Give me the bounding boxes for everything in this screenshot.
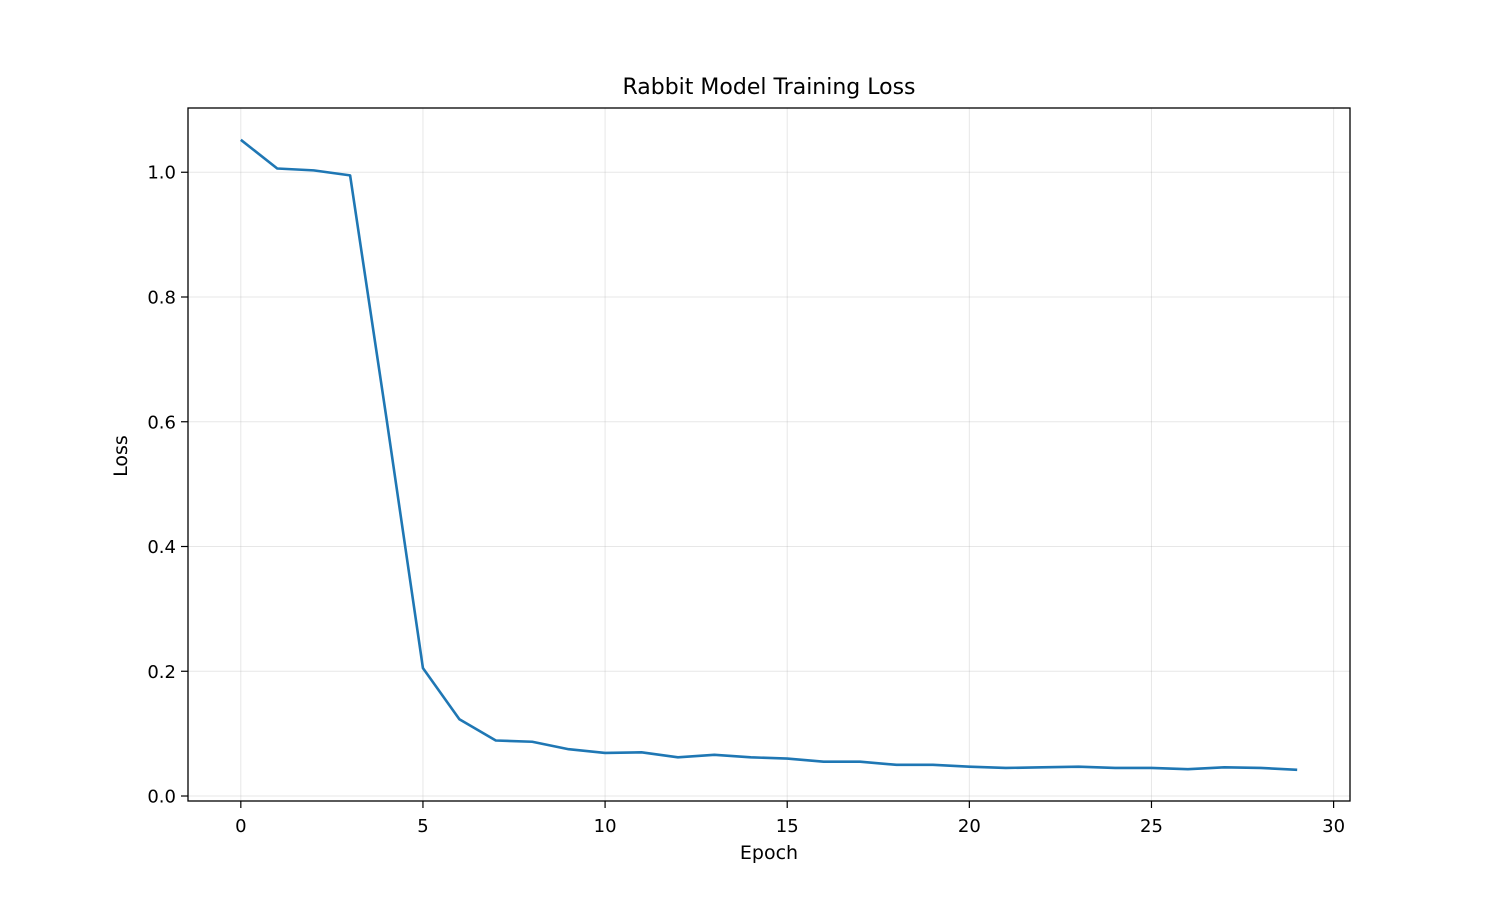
x-axis-title: Epoch <box>740 842 798 864</box>
data-point <box>1187 768 1190 771</box>
y-tick-label: 0.4 <box>147 537 176 558</box>
data-point <box>932 764 935 767</box>
data-point <box>422 667 425 670</box>
series-layer <box>240 138 1299 772</box>
chart-title: Rabbit Model Training Loss <box>622 75 915 100</box>
data-point <box>1114 767 1117 770</box>
data-point <box>640 751 643 754</box>
x-tick-label: 15 <box>776 816 799 837</box>
data-point <box>786 757 789 760</box>
data-point <box>276 167 279 170</box>
data-point <box>895 764 898 767</box>
x-tick-label: 30 <box>1322 816 1345 837</box>
data-point <box>749 756 752 759</box>
data-point <box>1296 769 1299 772</box>
data-point <box>859 760 862 763</box>
data-point <box>1150 767 1153 770</box>
data-point <box>677 756 680 759</box>
plot-area-frame <box>187 107 1351 802</box>
data-point <box>1077 765 1080 768</box>
y-axis: 0.0 0.2 0.4 0.6 0.8 1.0 <box>147 163 188 808</box>
loss-series-line <box>240 138 1298 772</box>
data-point <box>968 765 971 768</box>
y-tick-label: 0.0 <box>147 787 176 808</box>
x-tick-label: 20 <box>958 816 981 837</box>
x-tick-label: 25 <box>1140 816 1163 837</box>
y-tick-label: 0.8 <box>147 288 176 309</box>
data-point <box>604 752 607 755</box>
data-point <box>458 718 461 721</box>
data-point <box>822 760 825 763</box>
data-point <box>312 169 315 172</box>
data-point <box>385 417 388 420</box>
data-point <box>1004 767 1007 770</box>
data-point <box>495 739 498 742</box>
x-tick-label: 10 <box>594 816 617 837</box>
data-point <box>1259 767 1262 770</box>
data-point <box>531 740 534 743</box>
data-point <box>349 174 352 177</box>
data-point <box>1041 766 1044 769</box>
x-tick-label: 0 <box>235 816 246 837</box>
y-tick-label: 1.0 <box>147 163 176 184</box>
data-point <box>1223 766 1226 769</box>
y-tick-label: 0.2 <box>147 662 176 683</box>
y-axis-title: Loss <box>110 435 132 477</box>
x-tick-label: 5 <box>417 816 428 837</box>
y-tick-label: 0.6 <box>147 412 176 433</box>
grid-lines <box>188 108 1350 801</box>
data-point <box>567 748 570 751</box>
data-point <box>240 139 243 142</box>
data-point <box>713 754 716 757</box>
x-axis: 0 5 10 15 20 25 30 <box>235 801 1345 837</box>
